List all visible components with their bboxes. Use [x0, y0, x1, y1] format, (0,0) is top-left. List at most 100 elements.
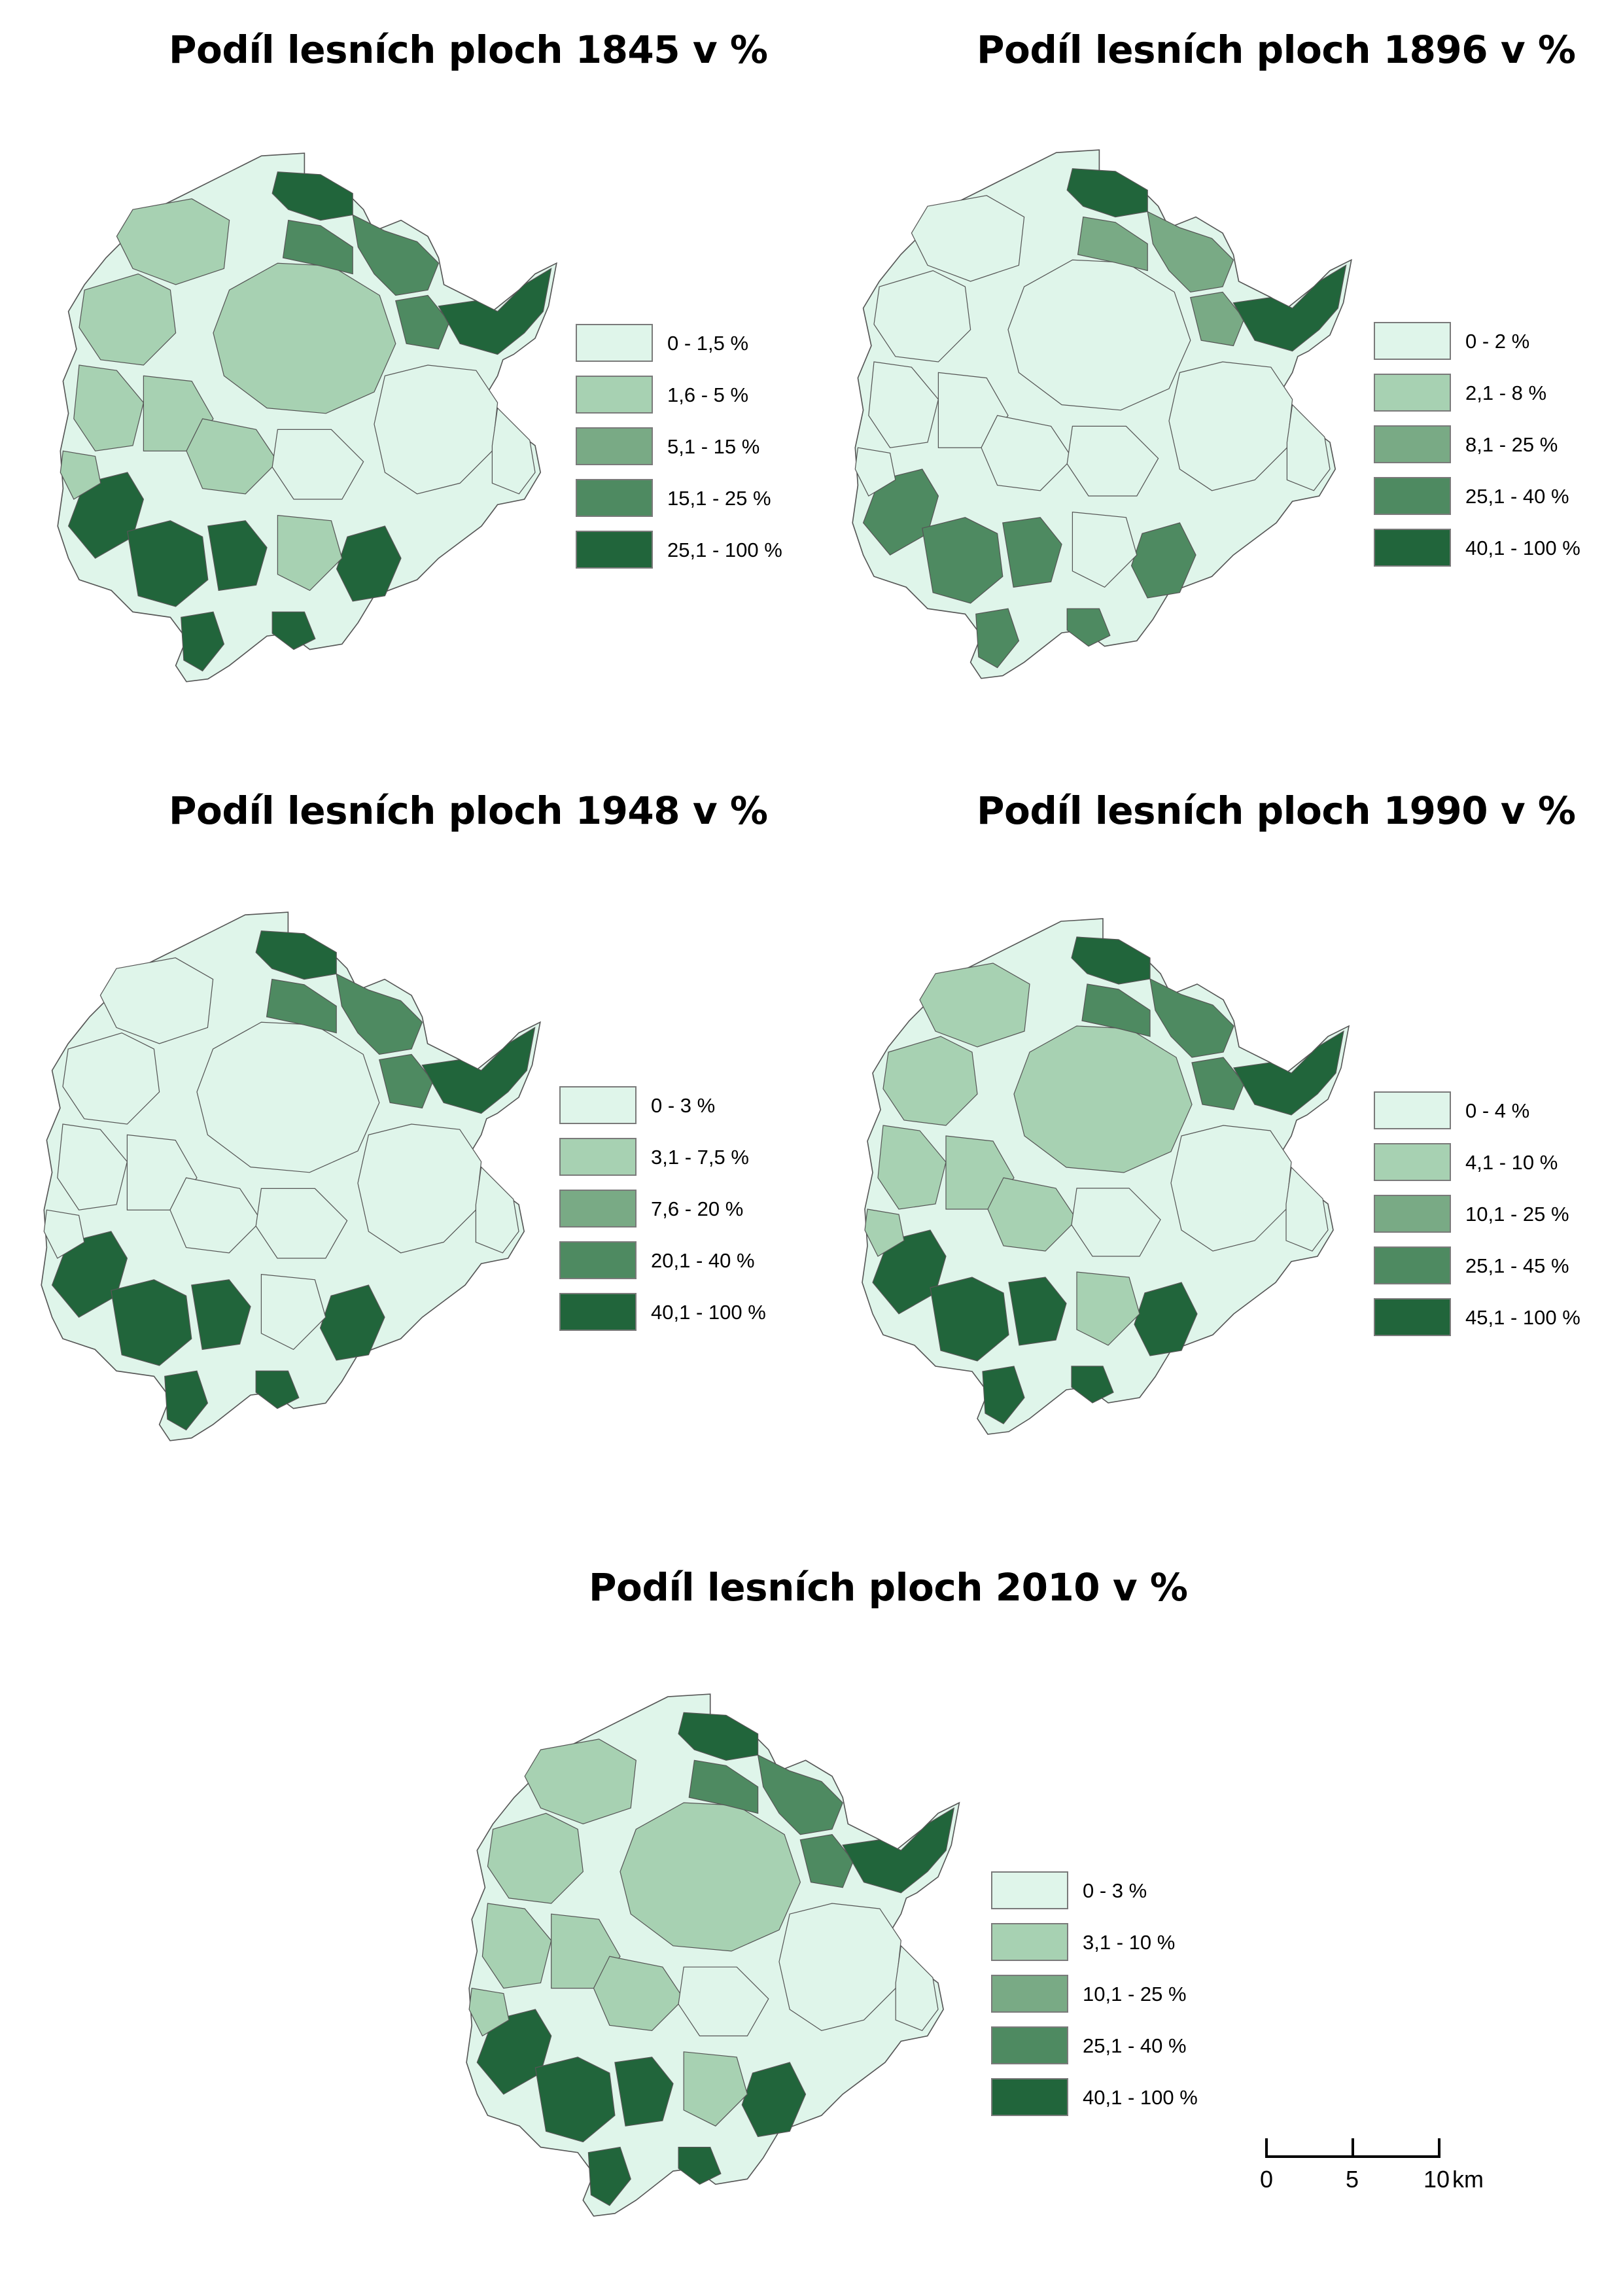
legend-label: 3,1 - 10 % [1083, 1931, 1176, 1954]
map-title-1896: Podíl lesních ploch 1896 v % [977, 27, 1576, 72]
map-district [534, 2057, 616, 2143]
legend-label: 40,1 - 100 % [1465, 537, 1580, 559]
legend-item: 25,1 - 40 % [1374, 477, 1623, 520]
legend-label: 8,1 - 25 % [1465, 433, 1558, 456]
map-district [1002, 517, 1062, 588]
map-district [1168, 361, 1293, 491]
legend-swatch [1374, 1143, 1451, 1181]
legend-label: 25,1 - 40 % [1083, 2034, 1187, 2057]
map-district [213, 262, 396, 414]
legend-swatch [559, 1086, 637, 1124]
map-district [1071, 936, 1151, 985]
scale-bar-line [1265, 2138, 1440, 2158]
legend-swatch [576, 324, 653, 362]
map-district [169, 1177, 262, 1254]
map-district [352, 214, 440, 296]
map-district [43, 1209, 85, 1259]
map-district [260, 1273, 326, 1351]
map-district [277, 514, 343, 592]
map-district [395, 294, 450, 350]
map-title-1845: Podíl lesních ploch 1845 v % [169, 27, 768, 72]
legend-swatch [991, 2026, 1068, 2064]
legend-label: 40,1 - 100 % [651, 1301, 766, 1324]
map-district [357, 1123, 482, 1254]
map-district [868, 361, 939, 448]
map-district [678, 2146, 722, 2185]
legend-item: 45,1 - 100 % [1374, 1298, 1623, 1341]
map-district [981, 415, 1073, 491]
legend-item: 40,1 - 100 % [991, 2078, 1266, 2121]
legend-item: 3,1 - 7,5 % [559, 1138, 834, 1181]
map-district [1066, 168, 1148, 218]
legend-item: 5,1 - 15 % [576, 427, 850, 470]
scale-unit-label: km [1452, 2166, 1484, 2193]
legend-label: 20,1 - 40 % [651, 1249, 755, 1272]
legend-swatch [991, 1923, 1068, 1961]
legend-item: 10,1 - 25 % [991, 1975, 1266, 2018]
legend-swatch [559, 1138, 637, 1176]
map-district [421, 1027, 536, 1114]
map-district [842, 1807, 955, 1894]
map-district [186, 418, 279, 495]
legend-item: 0 - 3 % [991, 1871, 1266, 1915]
legend-swatch [576, 427, 653, 465]
map-district [255, 1188, 348, 1259]
legend-item: 4,1 - 10 % [1374, 1143, 1623, 1186]
legend-label: 7,6 - 20 % [651, 1197, 744, 1220]
map-district [1066, 425, 1159, 497]
choropleth-map-1990 [862, 918, 1350, 1435]
map-district [336, 525, 402, 602]
map-district [379, 1053, 434, 1109]
map-district [191, 1279, 251, 1351]
map-district [1147, 211, 1234, 293]
legend-swatch [559, 1293, 637, 1331]
legend-swatch [1374, 322, 1451, 360]
map-district [196, 1021, 380, 1173]
legend-label: 45,1 - 100 % [1465, 1306, 1580, 1329]
legend-swatch [1374, 1091, 1451, 1129]
map-district [374, 364, 498, 495]
map-district [1081, 983, 1151, 1037]
map-district [757, 1754, 843, 1835]
legend-swatch [1374, 1195, 1451, 1233]
map-district [255, 930, 337, 980]
legend-item: 0 - 4 % [1374, 1091, 1623, 1135]
legend-item: 8,1 - 25 % [1374, 425, 1623, 468]
legend-swatch [1374, 477, 1451, 515]
map-district [60, 450, 101, 500]
map-district [1008, 1277, 1067, 1346]
map-district [587, 2146, 631, 2206]
legend-item: 7,6 - 20 % [559, 1190, 834, 1233]
choropleth-map-1948 [41, 911, 541, 1441]
legend-swatch [576, 531, 653, 569]
map-district [1190, 291, 1245, 347]
legend-swatch [991, 1975, 1068, 2013]
map-district [678, 1712, 759, 1761]
legend-label: 25,1 - 40 % [1465, 485, 1569, 508]
map-district [481, 1903, 552, 1989]
map-district [181, 611, 225, 672]
map-district [271, 171, 353, 221]
legend-swatch [1374, 1298, 1451, 1336]
legend-item: 40,1 - 100 % [559, 1293, 834, 1336]
map-district [127, 520, 209, 607]
legend-swatch [1374, 1246, 1451, 1284]
choropleth-map-2010 [466, 1693, 960, 2217]
map-district [468, 1987, 510, 2037]
map-district [930, 1277, 1009, 1362]
map-district [255, 1370, 300, 1409]
map-district [593, 1956, 684, 2032]
map-district [57, 1123, 128, 1210]
map-district [864, 1209, 905, 1257]
legend-item: 0 - 2 % [1374, 322, 1623, 365]
map-district [99, 957, 214, 1044]
legend-label: 0 - 2 % [1465, 330, 1530, 353]
map-district [1013, 1025, 1193, 1173]
map-district [911, 195, 1025, 282]
map-title-1990: Podíl lesních ploch 1990 v % [977, 788, 1576, 833]
legend-swatch [576, 376, 653, 414]
legend-label: 0 - 3 % [1083, 1879, 1147, 1902]
map-district [683, 2051, 748, 2127]
legend-label: 15,1 - 25 % [667, 487, 771, 510]
map-district [1071, 1188, 1161, 1257]
